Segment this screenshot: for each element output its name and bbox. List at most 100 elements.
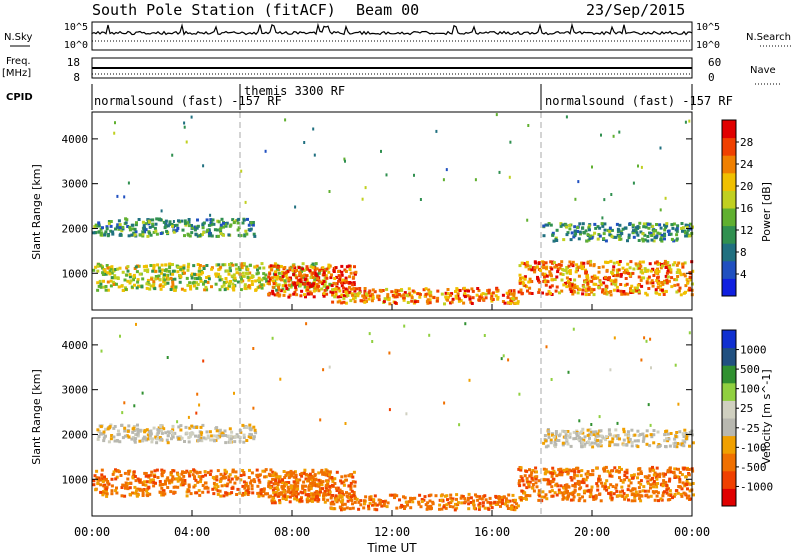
range-cell (554, 263, 558, 267)
range-cell (307, 494, 311, 498)
range-cell (281, 497, 285, 501)
range-cell (515, 502, 519, 506)
power-ytick-label-2: 3000 (62, 178, 89, 191)
range-cell (118, 223, 122, 227)
range-cell (691, 441, 695, 445)
range-cell (213, 486, 217, 490)
range-cell (521, 497, 525, 500)
range-cell (271, 289, 275, 293)
range-cell (146, 433, 150, 437)
range-cell (165, 229, 169, 233)
range-cell (449, 301, 453, 305)
range-cell (506, 295, 510, 299)
range-cell (151, 222, 155, 226)
range-cell (276, 475, 280, 479)
range-cell (673, 278, 677, 282)
range-cell (619, 230, 623, 234)
range-cell (118, 233, 122, 237)
range-cell (657, 499, 660, 503)
range-cell (246, 487, 250, 491)
range-cell (446, 292, 450, 296)
range-cell (173, 431, 177, 435)
range-cell (660, 281, 664, 284)
range-cell (379, 289, 383, 293)
range-cell (346, 499, 350, 503)
range-cell-sparse (284, 118, 287, 122)
range-cell (237, 233, 241, 237)
range-cell (212, 434, 216, 438)
range-cell (403, 507, 406, 510)
range-cell (506, 301, 510, 305)
range-cell (534, 466, 538, 470)
range-cell (678, 269, 682, 272)
range-cell (215, 263, 219, 267)
range-cell (233, 276, 237, 280)
range-cell-sparse (640, 358, 643, 362)
range-cell (300, 474, 304, 478)
range-cell (333, 482, 337, 485)
range-cell (691, 269, 695, 273)
range-cell (205, 430, 209, 434)
range-cell (537, 489, 541, 493)
range-cell (547, 435, 551, 439)
range-cell (655, 291, 659, 295)
range-cell (153, 226, 157, 230)
range-cell (368, 289, 372, 293)
range-cell (614, 283, 618, 287)
range-cell (663, 259, 667, 263)
range-cell (676, 491, 680, 495)
range-cell (587, 226, 591, 230)
range-cell (490, 299, 494, 303)
range-cell (424, 287, 428, 291)
range-cell (323, 489, 327, 493)
range-cell (271, 477, 275, 481)
range-cell (611, 272, 615, 276)
range-cell (243, 234, 247, 238)
range-cell (520, 476, 524, 480)
range-cell (592, 277, 595, 281)
range-cell (451, 505, 455, 509)
range-cell (564, 490, 568, 494)
range-cell (216, 492, 220, 496)
range-cell (160, 268, 164, 272)
range-cell (618, 260, 622, 263)
range-cell (534, 481, 538, 485)
range-cell (298, 270, 302, 274)
range-cell (143, 480, 147, 484)
range-cell (617, 470, 621, 474)
range-cell (225, 280, 229, 284)
range-cell (141, 230, 145, 234)
range-cell (402, 296, 406, 300)
range-cell-sparse (209, 213, 212, 217)
range-cell (124, 286, 127, 290)
range-cell (652, 485, 655, 489)
range-cell (489, 296, 493, 300)
range-cell (549, 291, 552, 295)
range-cell (245, 439, 249, 442)
range-cell (227, 478, 231, 482)
range-cell (242, 262, 246, 266)
range-cell (525, 260, 529, 264)
range-cell (322, 472, 326, 476)
power-ytick-label-0: 1000 (62, 267, 89, 280)
range-cell (648, 262, 652, 266)
xtick-label-0: 00:00 (74, 525, 110, 539)
range-cell (576, 265, 580, 269)
range-cell (638, 497, 642, 501)
range-cell (639, 433, 643, 436)
range-cell (198, 234, 202, 238)
range-cell (633, 499, 637, 503)
range-cell (624, 277, 628, 280)
range-cell (171, 435, 175, 439)
range-cell (525, 469, 529, 473)
range-cell (214, 282, 218, 286)
range-cell (654, 490, 658, 494)
velocity-panel-bg (92, 318, 692, 516)
range-cell (564, 433, 568, 437)
range-cell (300, 499, 304, 503)
range-cell (547, 432, 551, 436)
range-cell (243, 284, 247, 288)
range-cell (345, 280, 349, 284)
range-cell (299, 490, 303, 494)
range-cell (167, 277, 171, 281)
